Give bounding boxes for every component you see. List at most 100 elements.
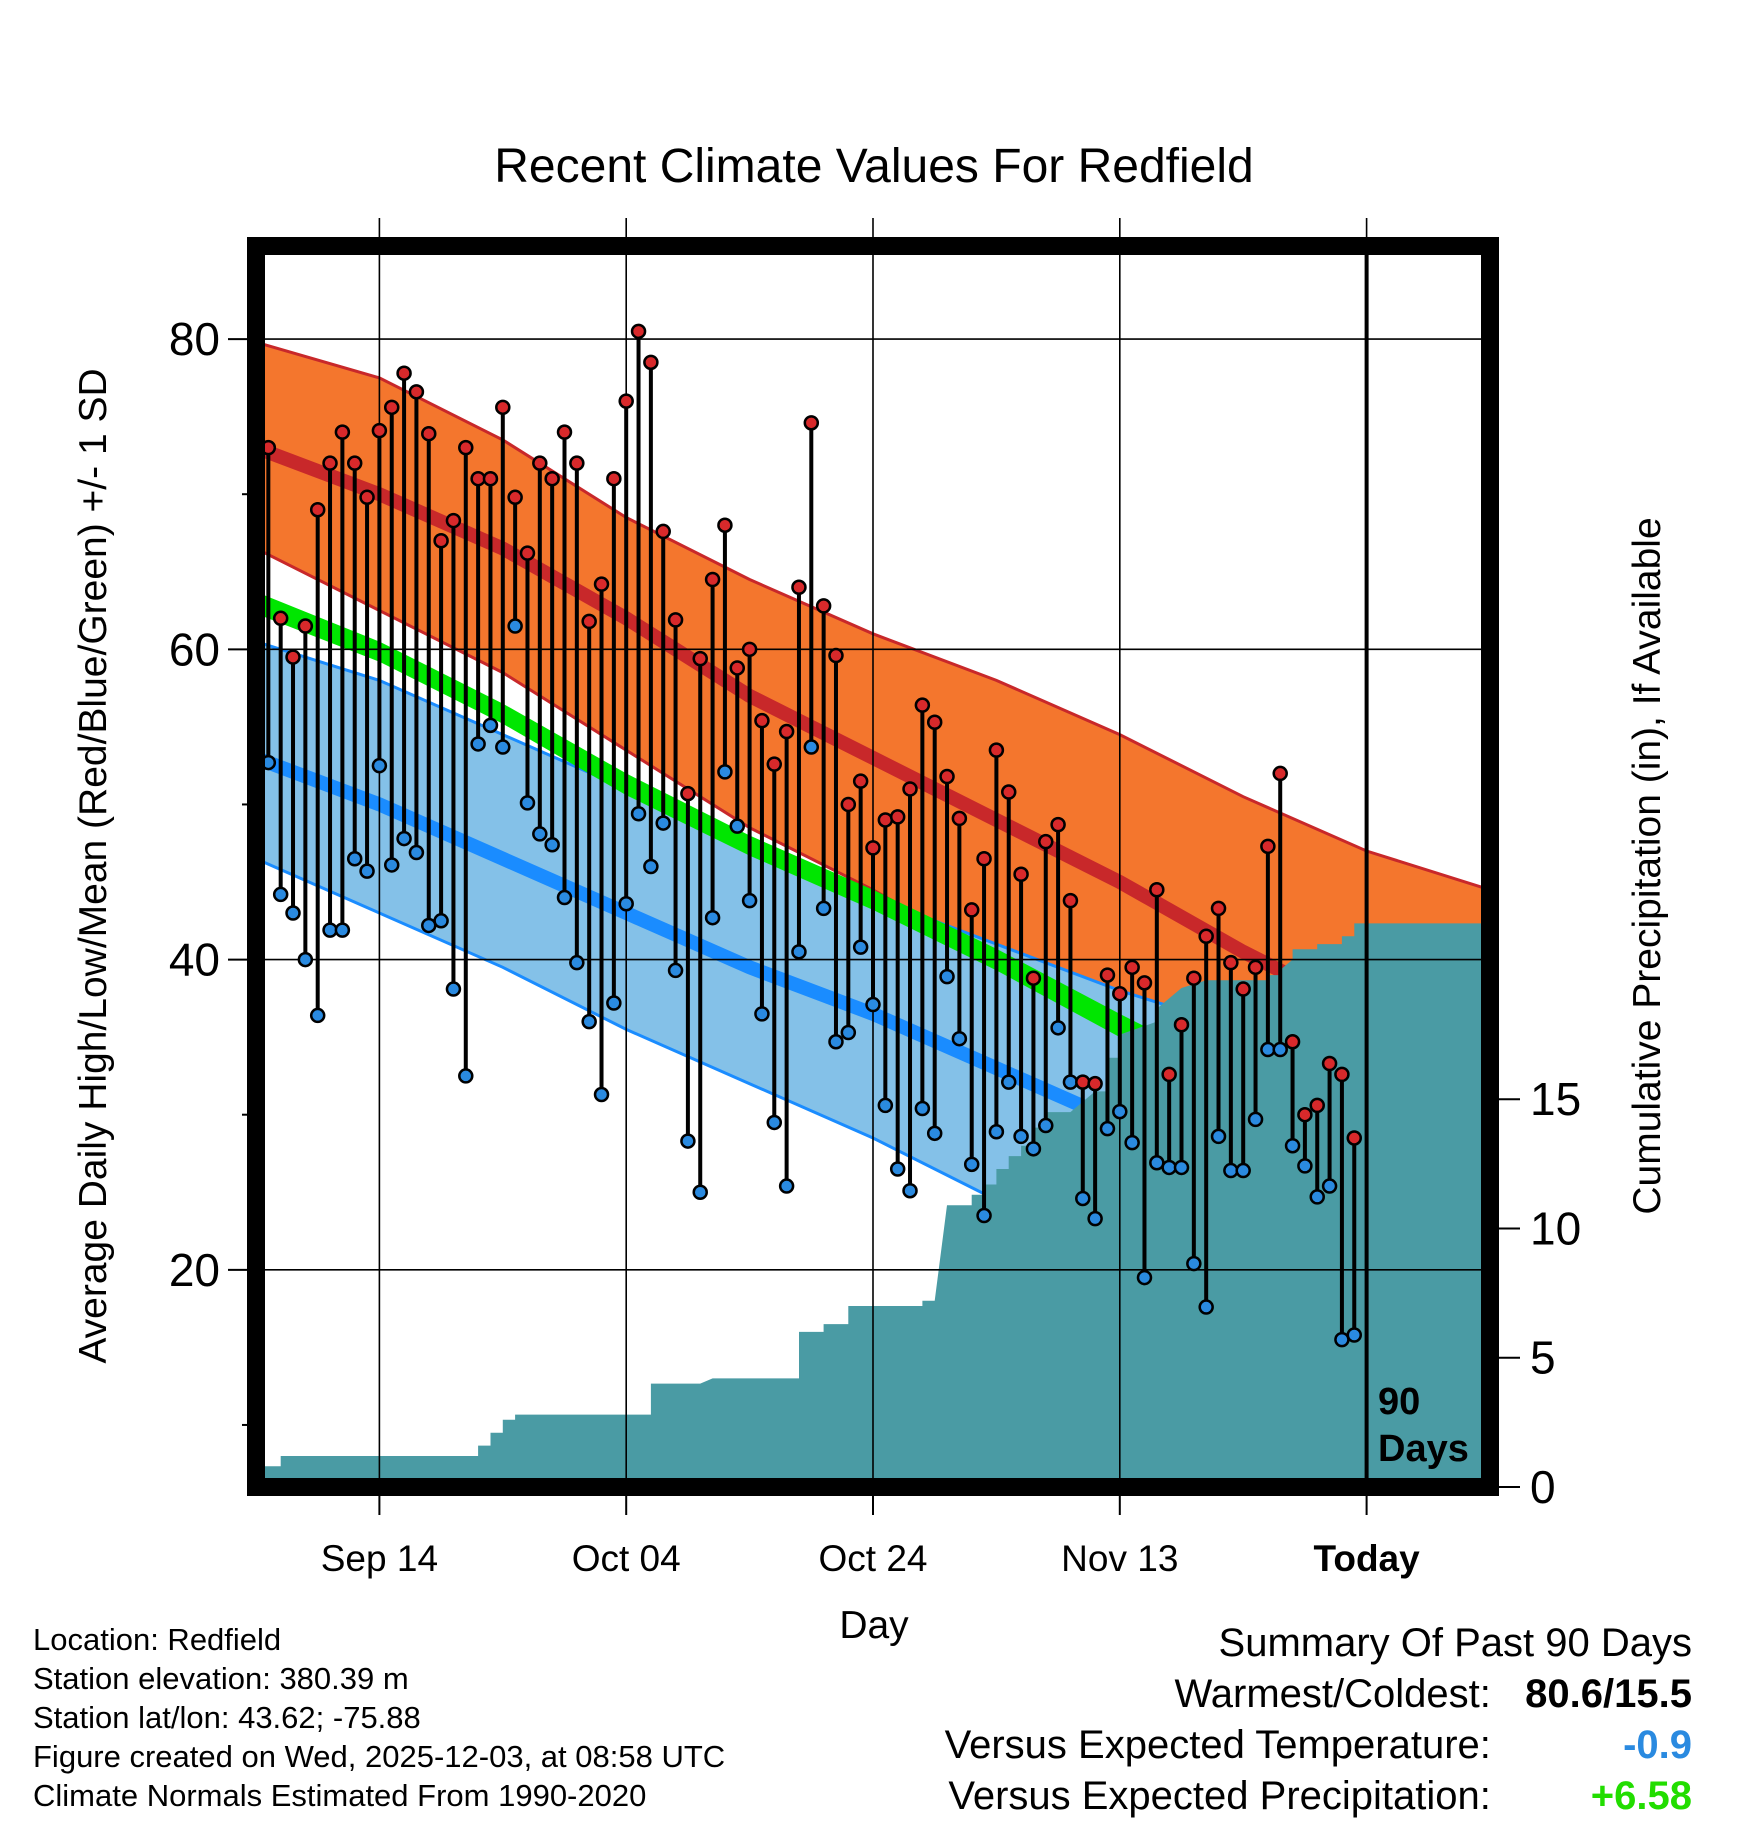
latlon-text: Station lat/lon: 43.62; -75.88 bbox=[33, 1700, 421, 1735]
x-tick-label: Oct 24 bbox=[819, 1538, 928, 1579]
low-point bbox=[470, 736, 486, 752]
y2-tick-label: 10 bbox=[1530, 1202, 1581, 1254]
low-point bbox=[482, 717, 499, 734]
low-point bbox=[1013, 1128, 1029, 1145]
low-point bbox=[1112, 1103, 1128, 1120]
high-point bbox=[593, 576, 610, 592]
high-point bbox=[458, 439, 474, 456]
high-point bbox=[1297, 1106, 1313, 1123]
low-point bbox=[1186, 1255, 1202, 1272]
high-point bbox=[1099, 967, 1116, 983]
high-point bbox=[766, 756, 783, 772]
high-point bbox=[421, 425, 437, 442]
high-point bbox=[630, 323, 647, 340]
low-point bbox=[532, 826, 548, 842]
x-tick-label: Oct 04 bbox=[572, 1538, 681, 1579]
low-point bbox=[556, 889, 573, 906]
high-point bbox=[852, 773, 869, 789]
high-point bbox=[1260, 838, 1276, 855]
high-point bbox=[828, 647, 844, 664]
created-text: Figure created on Wed, 2025-12-03, at 08… bbox=[33, 1739, 726, 1774]
y-axis-right: 0 5 10 15 bbox=[1490, 1073, 1581, 1513]
high-point bbox=[803, 415, 820, 431]
temperature-marks bbox=[248, 323, 1363, 1348]
high-point bbox=[618, 393, 634, 409]
summary-title: Summary Of Past 90 Days bbox=[1218, 1621, 1692, 1665]
today-label-90: 90 bbox=[1378, 1381, 1420, 1423]
high-point bbox=[717, 517, 733, 533]
x-tick-label: Sep 14 bbox=[321, 1538, 438, 1579]
low-point bbox=[791, 944, 807, 960]
high-point bbox=[334, 424, 351, 440]
high-point bbox=[285, 649, 301, 665]
high-point bbox=[865, 840, 881, 856]
high-point bbox=[1038, 833, 1054, 850]
x-tick-label: Nov 13 bbox=[1061, 1538, 1178, 1579]
high-point bbox=[408, 384, 425, 400]
high-point bbox=[939, 768, 955, 785]
low-point bbox=[1136, 1269, 1153, 1286]
high-point bbox=[482, 470, 499, 487]
high-point bbox=[655, 523, 671, 540]
low-point bbox=[1038, 1117, 1054, 1134]
high-point bbox=[445, 512, 462, 529]
temperature-value: -0.9 bbox=[1623, 1723, 1692, 1767]
high-point bbox=[1136, 975, 1153, 991]
low-point bbox=[544, 837, 560, 853]
high-point bbox=[729, 660, 746, 676]
chart-title: Recent Climate Values For Redfield bbox=[494, 140, 1253, 193]
low-point bbox=[630, 806, 647, 822]
x-tick-label: Today bbox=[1313, 1538, 1420, 1579]
warmest-coldest-row: Warmest/Coldest: 80.6/15.5 bbox=[945, 1669, 1693, 1720]
low-point bbox=[1124, 1134, 1140, 1151]
low-point bbox=[1025, 1141, 1042, 1157]
high-point bbox=[606, 470, 622, 487]
high-point bbox=[840, 796, 857, 813]
low-point bbox=[408, 844, 425, 861]
low-point bbox=[1235, 1162, 1251, 1179]
high-point bbox=[914, 697, 931, 713]
high-point bbox=[1247, 959, 1264, 976]
high-point bbox=[383, 399, 400, 416]
low-point bbox=[285, 905, 301, 921]
elevation-text: Station elevation: 380.39 m bbox=[33, 1661, 409, 1696]
high-point bbox=[1346, 1130, 1363, 1146]
high-point bbox=[1112, 985, 1128, 1002]
high-point bbox=[359, 489, 375, 506]
low-point bbox=[717, 764, 733, 780]
high-point bbox=[371, 422, 388, 439]
high-point bbox=[1149, 882, 1165, 898]
high-point bbox=[988, 742, 1005, 758]
high-point bbox=[1223, 954, 1239, 971]
low-point bbox=[383, 857, 400, 873]
low-point bbox=[963, 1156, 980, 1173]
low-point bbox=[519, 795, 536, 811]
high-point bbox=[569, 455, 585, 471]
high-point bbox=[1198, 928, 1214, 945]
y-axis-left: 20 40 60 80 bbox=[169, 313, 256, 1426]
low-point bbox=[593, 1086, 610, 1103]
location-text: Location: Redfield bbox=[33, 1622, 282, 1657]
low-point bbox=[1334, 1331, 1350, 1348]
high-point bbox=[1062, 892, 1079, 909]
low-point bbox=[865, 996, 881, 1013]
low-point bbox=[1062, 1074, 1079, 1090]
low-point bbox=[1087, 1210, 1103, 1227]
low-point bbox=[334, 922, 351, 938]
high-point bbox=[1284, 1034, 1301, 1050]
temperature-label: Versus Expected Temperature: bbox=[944, 1723, 1491, 1767]
low-point bbox=[359, 863, 375, 879]
high-point bbox=[1309, 1097, 1325, 1114]
high-point bbox=[1000, 784, 1017, 800]
y2-tick-label: 0 bbox=[1530, 1461, 1556, 1513]
low-point bbox=[803, 739, 820, 755]
high-point bbox=[1124, 959, 1140, 976]
high-point bbox=[1235, 981, 1251, 997]
low-point bbox=[1223, 1162, 1239, 1179]
high-point bbox=[877, 812, 894, 828]
low-point bbox=[754, 1006, 770, 1022]
high-point bbox=[889, 809, 906, 825]
high-point bbox=[1087, 1075, 1103, 1092]
high-point bbox=[297, 618, 314, 634]
